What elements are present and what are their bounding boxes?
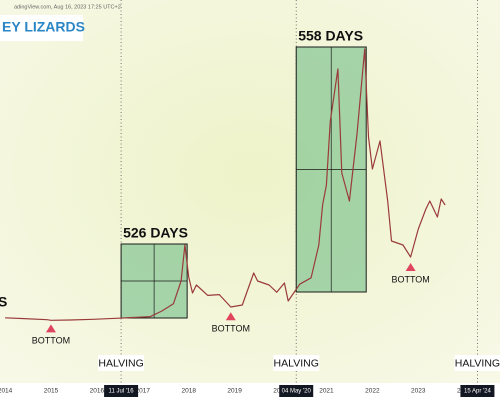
halving-label: HALVING: [274, 357, 319, 369]
title: EY LIZARDS: [2, 19, 85, 35]
date-flag: [460, 385, 495, 397]
cycle-label: 526 DAYS: [123, 225, 188, 241]
halving-label: HALVING: [98, 357, 143, 369]
x-tick-label: 2017: [136, 388, 151, 395]
date-flag: [279, 385, 314, 397]
price-line: [5, 48, 446, 321]
plot: 526 DAYS 558 DAYS BOTTOM BOTTOM BOTTOM 2014 20…: [0, 0, 500, 397]
x-tick-label: 2023: [411, 388, 426, 395]
x-tick-label: 2015: [44, 388, 59, 395]
header: adingView.com, Aug 16, 2023 17:25 UTC+2: [14, 4, 121, 10]
date-flag-label: 11 Jul '16: [109, 389, 135, 395]
x-tick-label: 2022: [365, 388, 380, 395]
halving-box: [98, 355, 145, 371]
bottom-marker: [405, 263, 416, 271]
bottom-marker: [225, 312, 236, 321]
x-tick-label: 2016: [90, 388, 105, 395]
x-tick-label: 2014: [0, 388, 13, 395]
cut-label: S: [0, 294, 7, 310]
date-flag-label: 15 Apr '24: [464, 389, 491, 395]
halving-label: HALVING: [455, 357, 500, 369]
date-flag-label: 04 May '20: [282, 389, 312, 395]
x-tick-label: 2021: [319, 388, 334, 395]
title-box: [0, 15, 83, 41]
x-tick-label: 2018: [181, 388, 196, 395]
bottom-label: BOTTOM: [32, 336, 70, 346]
x-tick-label: 2019: [227, 388, 242, 395]
bottom-label: BOTTOM: [212, 324, 250, 334]
date-flag: [104, 385, 139, 397]
halving-box: [273, 355, 320, 371]
halving-box: [454, 355, 500, 371]
axis-strip: [0, 383, 500, 412]
bottom-label: BOTTOM: [391, 274, 429, 284]
bottom-marker: [45, 324, 56, 333]
plot-background: [0, 0, 500, 383]
cycle-label: 558 DAYS: [298, 28, 363, 44]
